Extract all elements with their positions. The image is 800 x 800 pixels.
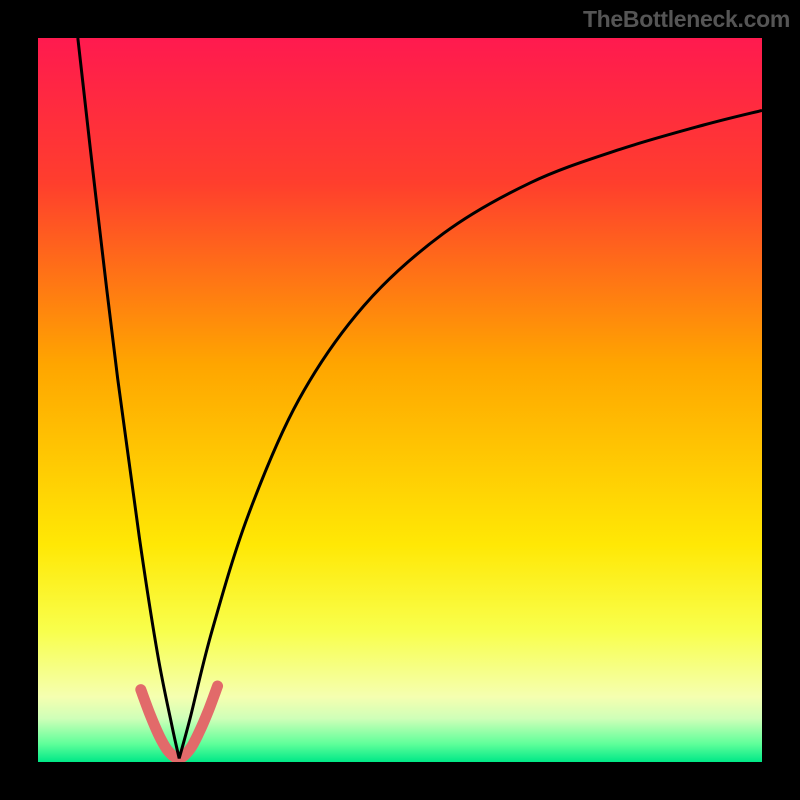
plot-background — [38, 38, 762, 762]
watermark-text: TheBottleneck.com — [583, 6, 790, 33]
bottleneck-plot — [0, 0, 800, 800]
